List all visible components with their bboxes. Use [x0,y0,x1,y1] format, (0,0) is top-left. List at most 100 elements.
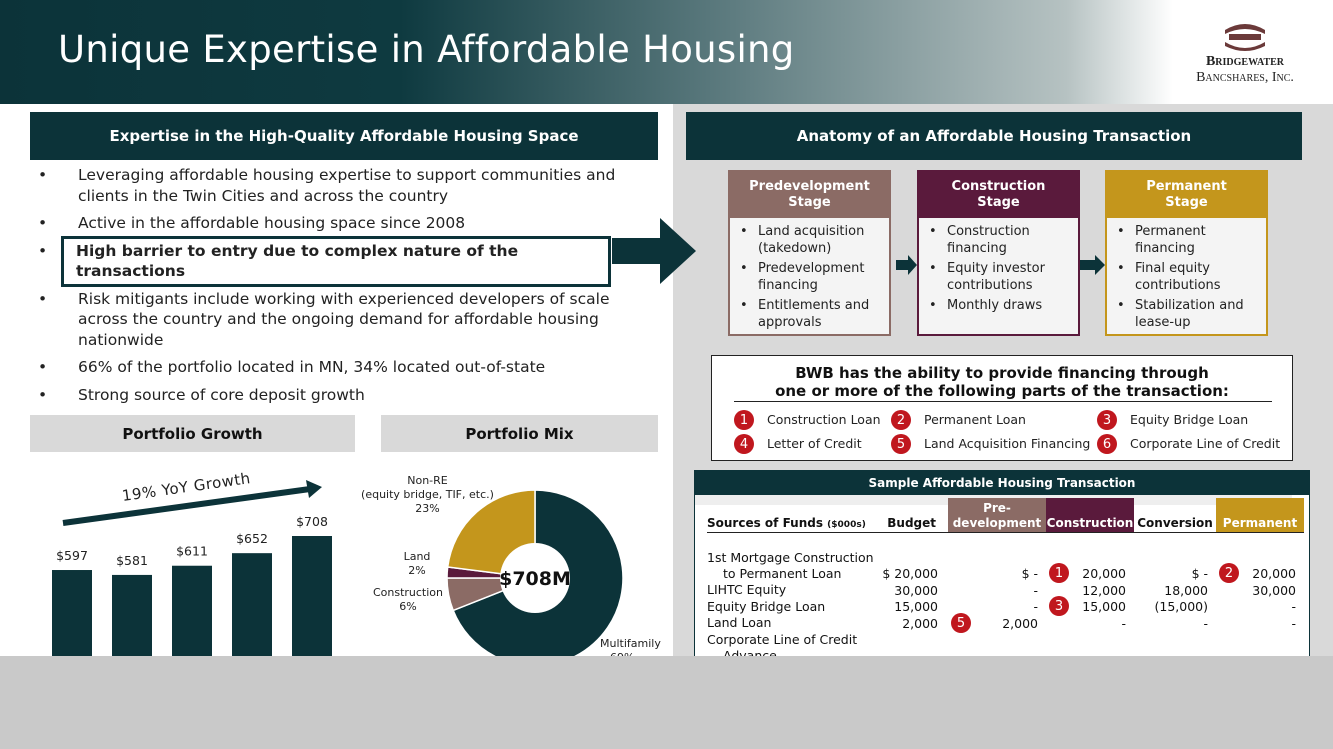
slide: Unique Expertise in Affordable Housing B… [0,0,1333,656]
cell: $ - [1021,566,1038,581]
bar [112,574,152,656]
column-header: Pre- development [948,498,1046,532]
chart-title: Portfolio Mix [381,415,658,452]
cell: - [1291,599,1296,614]
growth-arrow-head [306,480,322,498]
stage-bullet: Stabilization and lease-up [1107,298,1260,331]
stage-title: Permanent Stage [1107,172,1266,218]
stage-arrow [1080,255,1105,275]
cell: 15,000 [894,599,938,614]
cell: 2,000 [1002,616,1038,631]
stage-bullet: Predevelopment financing [730,261,883,294]
option-label: Letter of Credit [767,436,862,451]
pie-value: 69% [600,651,670,656]
number-badge: 1 [1049,563,1069,583]
bullet: 66% of the portfolio located in MN, 34% … [30,357,650,378]
row-label-text: Advance [723,648,777,656]
stage-bullet: Permanent financing [1107,224,1260,257]
number-badge: 5 [951,613,971,633]
pie-category: Land [403,550,431,563]
cell: $ 20,000 [882,566,938,581]
bullet-text: High barrier to entry due to complex nat… [61,235,611,287]
divider [734,401,1272,402]
row-label: 1st Mortgage Construction to Permanent Lo… [707,550,874,582]
option-label: Land Acquisition Financing [924,436,1091,451]
pie-value: 2% [408,564,426,577]
column-header: Budget [887,516,936,530]
header-rule [707,532,1304,533]
option-label: Construction Loan [767,412,881,427]
cell: 18,000 [1164,583,1208,598]
section-heading: Anatomy of an Affordable Housing Transac… [686,112,1302,160]
stage-bullet: Monthly draws [919,298,1072,315]
stage: Predevelopment Stage Land acquisition (ta… [728,170,891,336]
bar-label: $652 [236,531,268,546]
overlay [612,218,1105,284]
pie-label: Multifamily69% [600,637,670,656]
pie-category: Construction [372,586,444,599]
pie-center: $708M [499,568,571,590]
header-band [0,0,1333,104]
cell: 20,000 [1252,566,1296,581]
number-badge: 4 [734,434,754,454]
bar-label: $597 [56,548,88,563]
stage-bullet: Entitlements and approvals [730,298,883,331]
row-label: Corporate Line of Credit Advance [707,632,857,656]
cell: - [1203,616,1208,631]
cell: 12,000 [1082,583,1126,598]
stage-title: Construction Stage [919,172,1078,218]
bullet: Risk mitigants include working with expe… [30,289,650,351]
option-label: Equity Bridge Loan [1130,412,1249,427]
header-label: Sources of Funds ($000s) [707,516,866,530]
cell: - [1121,616,1126,631]
row-label: LIHTC Equity [707,582,787,597]
logo: Bridgewater Bancshares, Inc. [1165,20,1325,86]
row-label-text: Corporate Line of Credit [707,632,858,647]
pie-category: Non-RE (equity bridge, TIF, etc.) [361,474,494,501]
cell: 2,000 [902,616,938,631]
pie-hole [500,543,570,613]
cell: 30,000 [1252,583,1296,598]
pie-label: Land 2% [392,550,442,578]
financing-title: BWB has the ability to provide financing… [775,364,1229,400]
table-title: Sample Affordable Housing Transaction [695,471,1309,495]
logo-mark [1225,24,1265,51]
row-label: Equity Bridge Loan [707,599,826,614]
row-label-text: 1st Mortgage Construction [707,550,874,565]
cell: - [1033,599,1038,614]
chart-title: Portfolio Growth [30,415,355,452]
number-badge: 5 [891,434,911,454]
section-heading: Expertise in the High-Quality Affordable… [30,112,658,160]
bullet: Strong source of core deposit growth [30,385,650,406]
bar [292,536,332,656]
bullet: Leveraging affordable housing expertise … [30,165,650,206]
cell: - [1033,583,1038,598]
bar-label: $611 [176,544,208,559]
growth-arrow [62,486,311,526]
bar [232,553,272,656]
stage-bullet: Construction financing [919,224,1072,257]
bar-label: $708 [296,514,328,529]
pie-category: Multifamily [600,637,661,650]
stage-bullets: Permanent financing Final equity contribu… [1107,224,1266,331]
stage-bullet: Final equity contributions [1107,261,1260,294]
number-badge: 3 [1049,596,1069,616]
number-badge: 3 [1097,410,1117,430]
row-label-text: to Permanent Loan [723,566,842,581]
pie-value: 6% [399,600,417,613]
stage-bullet: Land acquisition (takedown) [730,224,883,257]
stage: Construction Stage Construction financing… [917,170,1080,336]
bullet: Active in the affordable housing space s… [30,213,650,234]
cell: $ - [1191,566,1208,581]
number-badge: 6 [1097,434,1117,454]
cell: - [1291,616,1296,631]
highlight-arrow [612,218,696,284]
pie-label: Non-RE (equity bridge, TIF, etc.) 23% [355,474,500,516]
option-label: Corporate Line of Credit [1130,436,1281,451]
bar-label: $581 [116,553,148,568]
pie-value: 23% [415,502,440,515]
header-text: Sources of Funds [707,516,823,530]
option-label: Permanent Loan [924,412,1026,427]
financing-box: BWB has the ability to provide financing… [711,355,1293,461]
bullet: High barrier to entry due to complex nat… [30,235,650,287]
